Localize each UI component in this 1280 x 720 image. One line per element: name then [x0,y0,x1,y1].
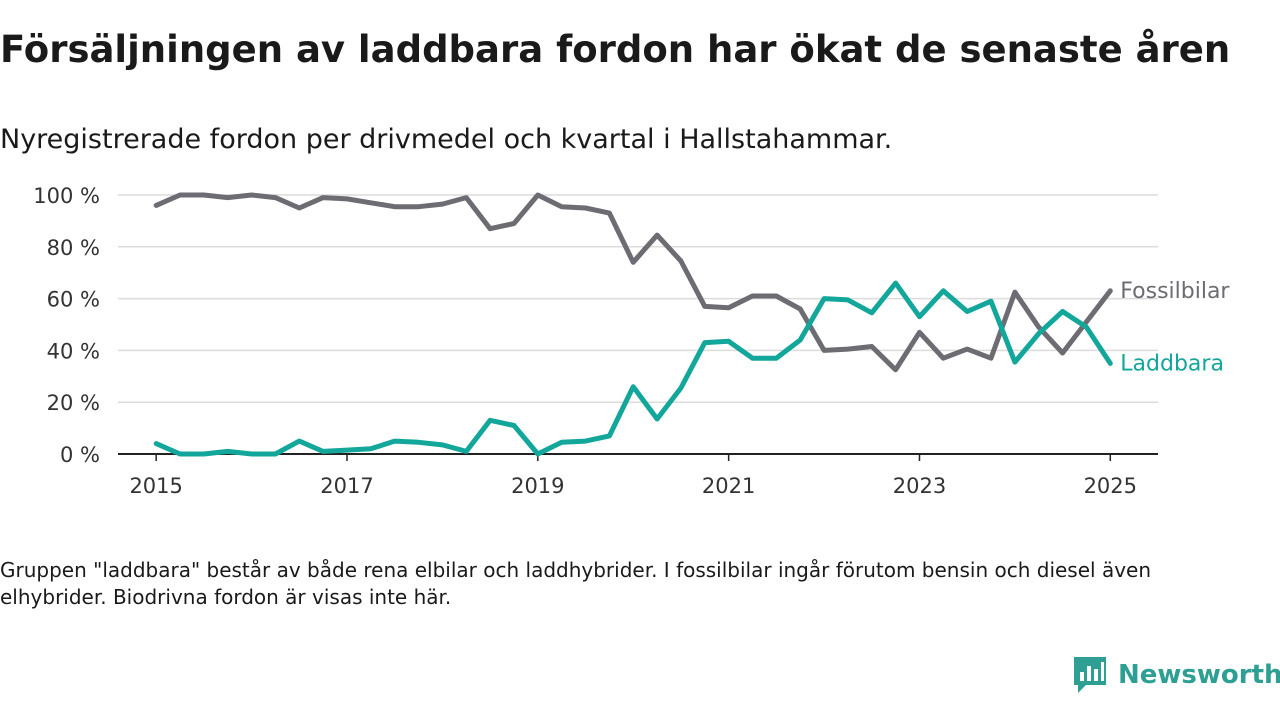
y-tick-label: 40 % [47,339,100,363]
chart-title: Försäljningen av laddbara fordon har öka… [0,28,1231,71]
newsworthy-logo[interactable]: Newsworthy [1072,655,1280,695]
y-tick-label: 0 % [60,443,100,467]
y-tick-label: 20 % [47,391,100,415]
chart-subtitle: Nyregistrerade fordon per drivmedel och … [0,124,893,155]
y-tick-label: 60 % [47,288,100,312]
y-tick-label: 80 % [47,236,100,260]
footnote: Gruppen "laddbara" består av både rena e… [0,558,1152,609]
newsworthy-logo-icon [1074,657,1106,693]
series-line-laddbara [153,280,1113,457]
x-tick-label: 2023 [893,474,946,498]
y-tick-label: 100 % [33,184,100,208]
x-tick-label: 2015 [129,474,182,498]
x-tick-label: 2019 [511,474,564,498]
x-tick-label: 2025 [1084,474,1137,498]
series-label-fossilbilar: Fossilbilar [1120,279,1230,304]
series-label-laddbara: Laddbara [1120,351,1224,376]
x-tick-label: 2021 [702,474,755,498]
series-line-fossilbilar [153,192,1113,373]
line-chart: 0 % 20 % 40 % 60 % 80 % 100 % 2015 2017 2019 2021… [33,184,1230,498]
brand-name: Newsworthy [1118,660,1280,690]
x-tick-label: 2017 [320,474,373,498]
